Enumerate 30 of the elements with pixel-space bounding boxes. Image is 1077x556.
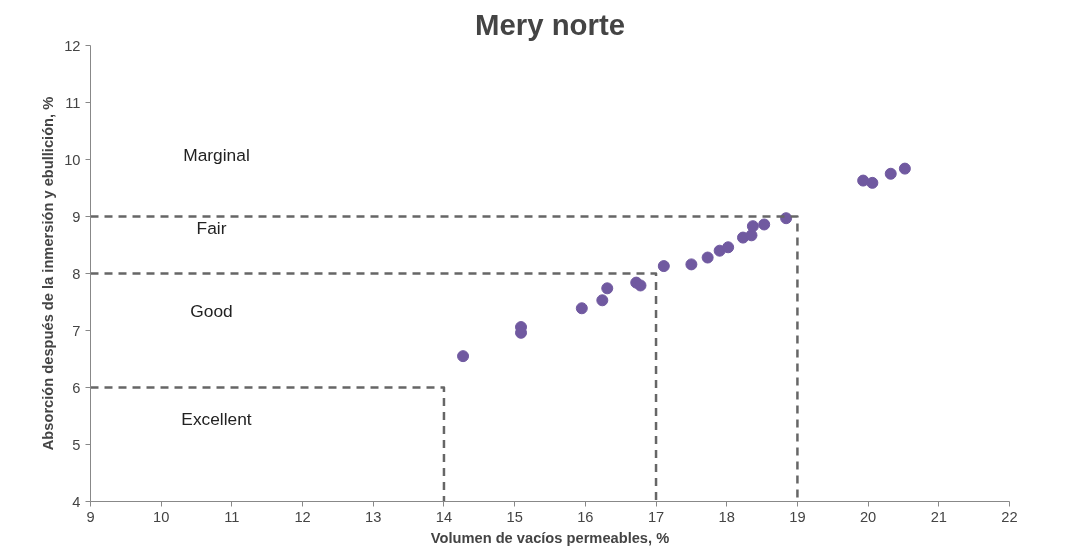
annotation: Fair bbox=[196, 217, 227, 238]
x-tick-label: 18 bbox=[718, 508, 735, 525]
x-tick-label: 14 bbox=[435, 508, 453, 525]
annotation: Excellent bbox=[181, 408, 252, 429]
y-tick-label: 10 bbox=[64, 151, 81, 168]
x-tick-label: 11 bbox=[224, 508, 240, 525]
x-tick-label: 12 bbox=[294, 508, 311, 525]
x-tick-label: 20 bbox=[859, 508, 877, 525]
x-tick-label: 17 bbox=[647, 508, 665, 525]
annotation: Good bbox=[190, 300, 233, 321]
y-tick-label: 8 bbox=[72, 265, 81, 282]
chart-title: Mery norte bbox=[475, 7, 625, 41]
x-tick-label: 10 bbox=[153, 508, 170, 525]
y-tick-label: 11 bbox=[65, 94, 81, 111]
x-axis-title: Volumen de vacíos permeables, % bbox=[430, 529, 670, 546]
x-tick-label: 21 bbox=[930, 508, 947, 525]
y-tick-label: 12 bbox=[64, 37, 81, 54]
y-tick-label: 9 bbox=[72, 208, 81, 225]
annotation: Marginal bbox=[183, 144, 250, 165]
x-tick-label: 16 bbox=[577, 508, 594, 525]
x-tick-label: 22 bbox=[1001, 508, 1018, 525]
y-tick-label: 5 bbox=[72, 436, 81, 453]
y-tick-label: 4 bbox=[72, 493, 81, 510]
y-tick-label: 7 bbox=[72, 322, 81, 339]
x-tick-label: 13 bbox=[365, 508, 382, 525]
x-tick-label: 15 bbox=[506, 508, 523, 525]
x-tick-label: 19 bbox=[789, 508, 806, 525]
y-tick-label: 6 bbox=[72, 379, 81, 396]
y-axis-title: Absorción después de la inmersión y ebullición, % bbox=[40, 96, 57, 451]
x-tick-label: 9 bbox=[86, 508, 95, 525]
